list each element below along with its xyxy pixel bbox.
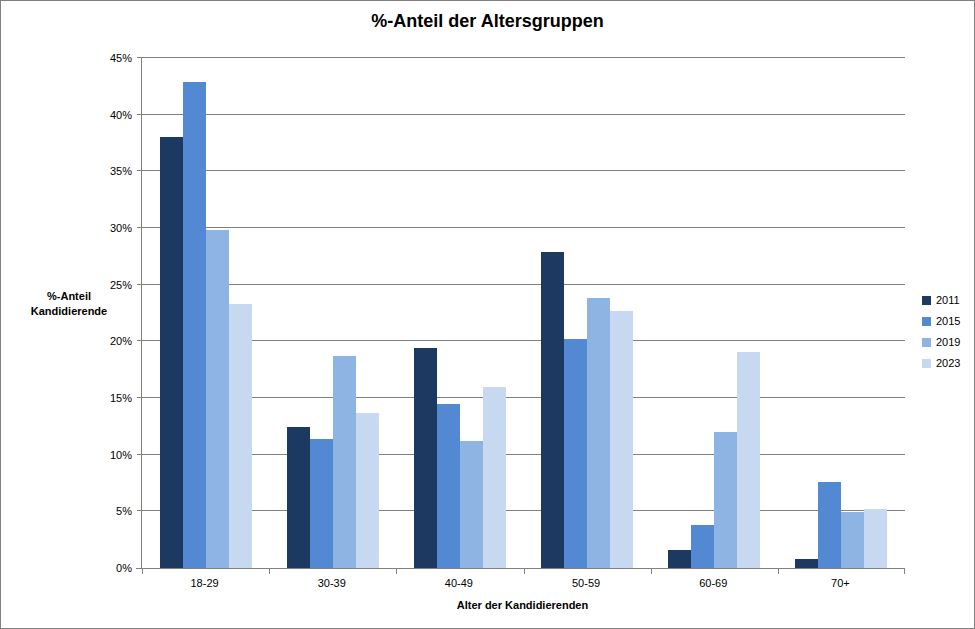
legend-swatch-icon xyxy=(922,338,931,347)
bar-2015-50-59 xyxy=(564,339,587,568)
legend-label: 2015 xyxy=(936,315,960,327)
bar-2019-40-49 xyxy=(460,441,483,568)
y-tick-label: 0% xyxy=(1,562,132,574)
bar-2011-70+ xyxy=(795,559,818,568)
y-axis-title: %-Anteil Kandidierende xyxy=(13,289,125,319)
legend-item-2015: 2015 xyxy=(922,315,960,327)
bar-2019-50-59 xyxy=(587,298,610,568)
bar-group-40-49 xyxy=(396,58,523,568)
y-tick-label: 40% xyxy=(1,109,132,121)
y-axis-title-line2: Kandidierende xyxy=(13,304,125,319)
plot-area xyxy=(141,58,905,569)
bar-2023-50-59 xyxy=(610,311,633,568)
legend-swatch-icon xyxy=(922,317,931,326)
bar-2011-30-39 xyxy=(287,427,310,568)
bar-2011-50-59 xyxy=(541,252,564,568)
x-tick-label: 50-59 xyxy=(523,577,650,589)
x-axis-title: Alter der Kandidierenden xyxy=(141,599,904,611)
tick-mark xyxy=(778,569,779,574)
bar-2019-70+ xyxy=(841,512,864,568)
bar-2019-18-29 xyxy=(206,230,229,568)
bar-2015-30-39 xyxy=(310,439,333,568)
bar-group-70+ xyxy=(778,58,905,568)
legend-label: 2023 xyxy=(936,357,960,369)
bar-2023-18-29 xyxy=(229,304,252,568)
tick-mark xyxy=(142,569,143,574)
y-tick-label: 15% xyxy=(1,392,132,404)
bar-group-18-29 xyxy=(142,58,269,568)
bar-2011-60-69 xyxy=(668,550,691,568)
x-tick-label: 30-39 xyxy=(268,577,395,589)
bar-2023-70+ xyxy=(864,509,887,568)
y-tick-label: 45% xyxy=(1,52,132,64)
y-tick-label: 5% xyxy=(1,505,132,517)
tick-mark xyxy=(136,568,141,569)
y-tick-label: 30% xyxy=(1,222,132,234)
legend-item-2011: 2011 xyxy=(922,294,960,306)
bar-group-30-39 xyxy=(269,58,396,568)
y-tick-label: 10% xyxy=(1,449,132,461)
bar-2023-30-39 xyxy=(356,413,379,568)
bar-2011-18-29 xyxy=(160,137,183,568)
legend-item-2023: 2023 xyxy=(922,357,960,369)
bar-2011-40-49 xyxy=(414,348,437,568)
legend-label: 2011 xyxy=(936,294,960,306)
tick-mark xyxy=(651,569,652,574)
bar-2023-60-69 xyxy=(737,352,760,568)
tick-mark xyxy=(396,569,397,574)
bar-2015-40-49 xyxy=(437,404,460,568)
y-tick-label: 20% xyxy=(1,335,132,347)
tick-mark xyxy=(269,569,270,574)
y-tick-label: 25% xyxy=(1,279,132,291)
legend-label: 2019 xyxy=(936,336,960,348)
x-tick-label: 18-29 xyxy=(141,577,268,589)
x-tick-label: 40-49 xyxy=(395,577,522,589)
bar-2015-18-29 xyxy=(183,82,206,568)
bar-2019-60-69 xyxy=(714,432,737,568)
bar-2023-40-49 xyxy=(483,387,506,568)
x-tick-label: 60-69 xyxy=(650,577,777,589)
y-tick-label: 35% xyxy=(1,165,132,177)
bar-group-60-69 xyxy=(651,58,778,568)
legend-swatch-icon xyxy=(922,296,931,305)
tick-mark xyxy=(524,569,525,574)
chart-container: %-Anteil der Altersgruppen %-Anteil Kand… xyxy=(0,0,975,629)
bar-2015-60-69 xyxy=(691,525,714,568)
tick-mark xyxy=(904,569,905,574)
chart-title: %-Anteil der Altersgruppen xyxy=(1,11,974,32)
x-tick-label: 70+ xyxy=(777,577,904,589)
bar-group-50-59 xyxy=(524,58,651,568)
legend-swatch-icon xyxy=(922,359,931,368)
bar-2019-30-39 xyxy=(333,356,356,568)
y-axis-title-line1: %-Anteil xyxy=(13,289,125,304)
bar-2015-70+ xyxy=(818,482,841,568)
legend: 2011 2015 2019 2023 xyxy=(922,294,960,378)
legend-item-2019: 2019 xyxy=(922,336,960,348)
